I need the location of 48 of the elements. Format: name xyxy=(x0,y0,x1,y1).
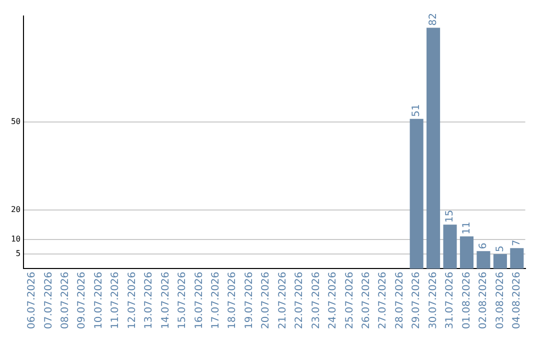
x-tick-label: 11.07.2026 xyxy=(110,272,122,330)
x-tick-label: 08.07.2026 xyxy=(60,272,72,330)
x-tick-label: 01.08.2026 xyxy=(461,272,472,330)
x-tick-label: 21.07.2026 xyxy=(277,272,288,330)
data-label: 7 xyxy=(511,240,522,246)
x-tick-label: 25.07.2026 xyxy=(344,272,356,330)
x-tick-label: 23.07.2026 xyxy=(310,272,322,330)
bar xyxy=(493,254,507,269)
x-tick-label: 13.07.2026 xyxy=(144,272,155,330)
x-tick-label: 27.07.2026 xyxy=(378,272,389,330)
x-tick-label: 02.08.2026 xyxy=(478,272,490,330)
x-tick-label: 16.07.2026 xyxy=(194,272,205,330)
data-label: 11 xyxy=(461,222,472,234)
x-tick-label: 03.08.2026 xyxy=(494,272,506,330)
x-tick-label: 09.07.2026 xyxy=(76,272,88,330)
data-label: 82 xyxy=(428,13,439,26)
x-tick-label: 06.07.2026 xyxy=(26,272,38,330)
x-tick-label: 22.07.2026 xyxy=(294,272,306,330)
y-tick-label: 5 xyxy=(16,249,21,258)
x-tick-label: 30.07.2026 xyxy=(428,272,439,330)
bar xyxy=(426,28,440,269)
bar xyxy=(460,236,474,269)
x-tick-label: 28.07.2026 xyxy=(394,272,406,330)
x-tick-label: 19.07.2026 xyxy=(244,272,255,330)
y-tick-label: 10 xyxy=(10,234,21,244)
x-tick-label: 31.07.2026 xyxy=(444,272,456,330)
x-tick-label: 24.07.2026 xyxy=(328,272,339,330)
data-label: 5 xyxy=(494,246,506,252)
x-tick-label: 29.07.2026 xyxy=(411,272,422,330)
bar xyxy=(476,251,490,269)
data-label: 6 xyxy=(478,242,490,250)
x-tick-label: 17.07.2026 xyxy=(210,272,222,330)
bar xyxy=(510,248,524,269)
x-tick-label: 15.07.2026 xyxy=(177,272,188,330)
x-tick-label: 20.07.2026 xyxy=(260,272,272,330)
x-tick-label: 18.07.2026 xyxy=(227,272,238,330)
x-tick-label: 12.07.2026 xyxy=(126,272,138,330)
x-tick-label: 10.07.2026 xyxy=(93,272,104,330)
x-tick-label: 04.08.2026 xyxy=(511,272,522,330)
x-tick-label: 07.07.2026 xyxy=(43,272,54,330)
data-label: 51 xyxy=(411,104,422,117)
bar xyxy=(443,224,457,269)
data-label: 15 xyxy=(444,210,456,223)
y-tick-label: 50 xyxy=(10,116,21,126)
y-tick-label: 20 xyxy=(10,205,21,214)
bar xyxy=(410,118,424,269)
x-tick-label: 14.07.2026 xyxy=(160,272,172,330)
x-tick-label: 26.07.2026 xyxy=(361,272,372,330)
